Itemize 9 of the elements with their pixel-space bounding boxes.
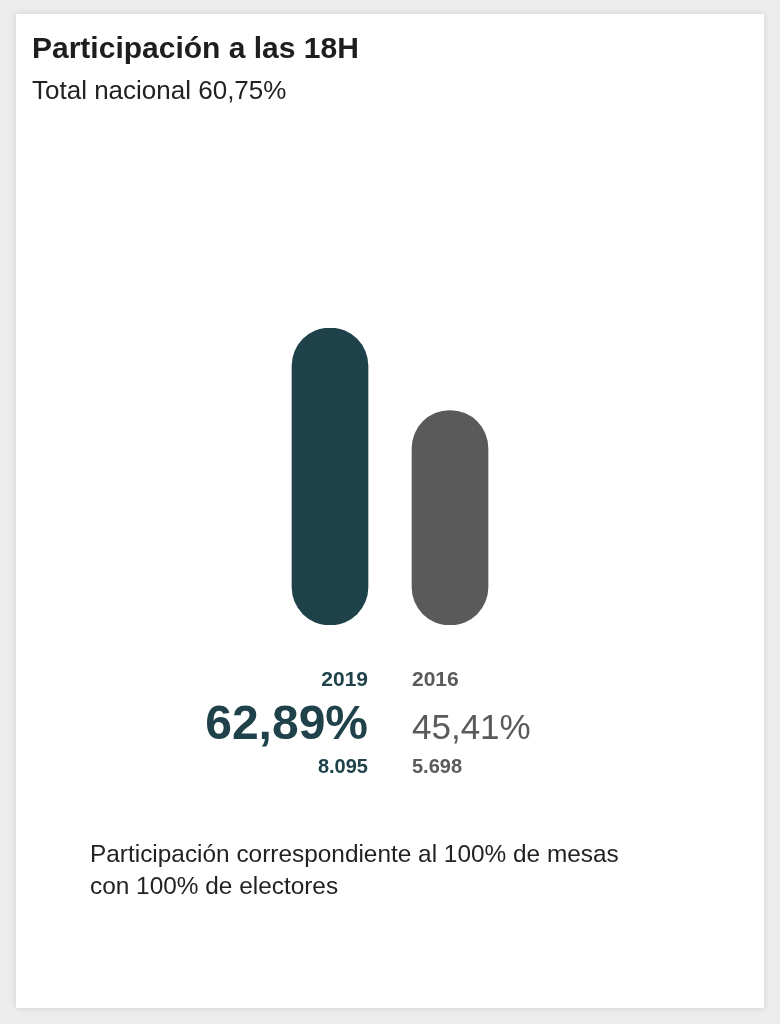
text: Participación correspondiente al 100% de mesas con 100% de electores (90, 839, 620, 901)
text: 5.698 (412, 755, 463, 777)
x-tick-label: 2016 (412, 667, 459, 690)
chart-title: Participación a las 18H (32, 31, 359, 65)
data-label: 45,41% (412, 707, 531, 746)
x-tick-label: 2019 (321, 667, 368, 690)
text: 8.095 (317, 755, 368, 777)
chart-subtitle: Total nacional 60,75% (32, 75, 287, 106)
data-label: 62,89% (205, 696, 368, 749)
